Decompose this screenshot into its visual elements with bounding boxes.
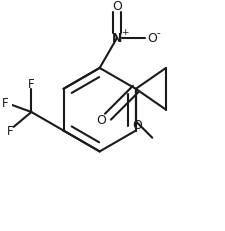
Text: F: F (1, 96, 8, 109)
Text: F: F (6, 124, 13, 137)
Text: N: N (111, 32, 122, 45)
Text: O: O (131, 119, 141, 132)
Text: -: - (156, 28, 160, 38)
Text: O: O (112, 0, 122, 13)
Text: O: O (146, 32, 156, 45)
Text: F: F (28, 78, 34, 91)
Text: +: + (121, 28, 128, 37)
Text: O: O (96, 113, 106, 126)
